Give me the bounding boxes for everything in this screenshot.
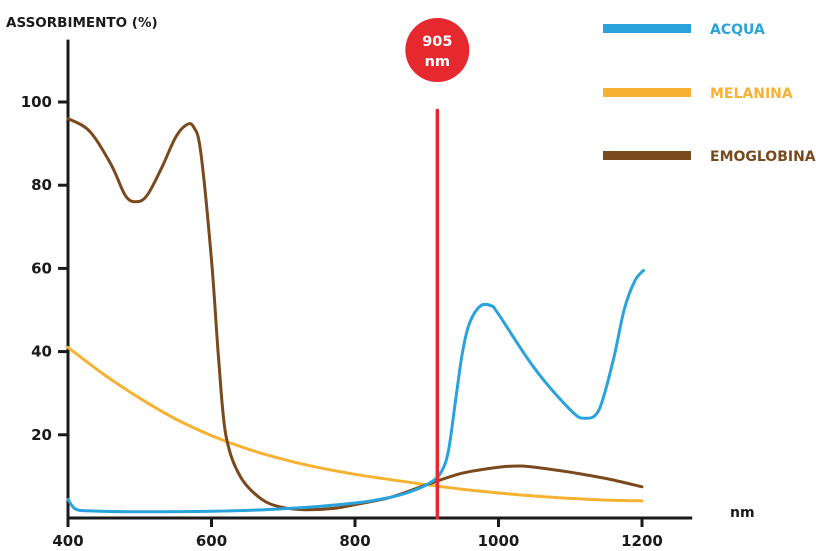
- x-ticks: 400 600 800 1000 1200: [52, 518, 663, 550]
- y-tick-label: 40: [31, 343, 52, 361]
- y-ticks: 20 40 60 80 100: [21, 93, 68, 444]
- legend-swatch-emoglobina: [603, 151, 691, 160]
- series-line-acqua: [66, 269, 645, 514]
- x-tick-label: 600: [196, 532, 227, 550]
- x-tick-label: 800: [339, 532, 370, 550]
- annotation-value: 905: [422, 34, 452, 50]
- y-tick-label: 20: [31, 426, 52, 444]
- series-line-melanina: [66, 345, 644, 503]
- x-axis-label: nm: [730, 505, 755, 521]
- y-axis-label: ASSORBIMENTO (%): [6, 15, 158, 31]
- legend-label-emoglobina: EMOGLOBINA: [710, 149, 816, 165]
- annotation-unit: nm: [425, 54, 450, 70]
- y-tick-label: 100: [21, 93, 52, 111]
- annotation-badge: [405, 18, 470, 82]
- x-tick-label: 400: [52, 532, 83, 550]
- y-tick-label: 60: [31, 259, 52, 277]
- x-tick-label: 1000: [478, 532, 520, 550]
- legend-label-melanina: MELANINA: [710, 86, 793, 102]
- annotation-905nm: 905 nm: [405, 18, 470, 520]
- axes: 400 600 800 1000 1200 20 40 60 80 100: [21, 39, 693, 550]
- legend: ACQUA MELANINA EMOGLOBINA: [603, 22, 816, 165]
- x-tick-label: 1200: [621, 532, 663, 550]
- legend-swatch-acqua: [603, 24, 691, 33]
- y-tick-label: 80: [31, 176, 52, 194]
- series-line-emoglobina: [66, 117, 644, 512]
- legend-swatch-melanina: [603, 88, 691, 97]
- legend-label-acqua: ACQUA: [710, 22, 765, 38]
- series-layer: [66, 117, 645, 514]
